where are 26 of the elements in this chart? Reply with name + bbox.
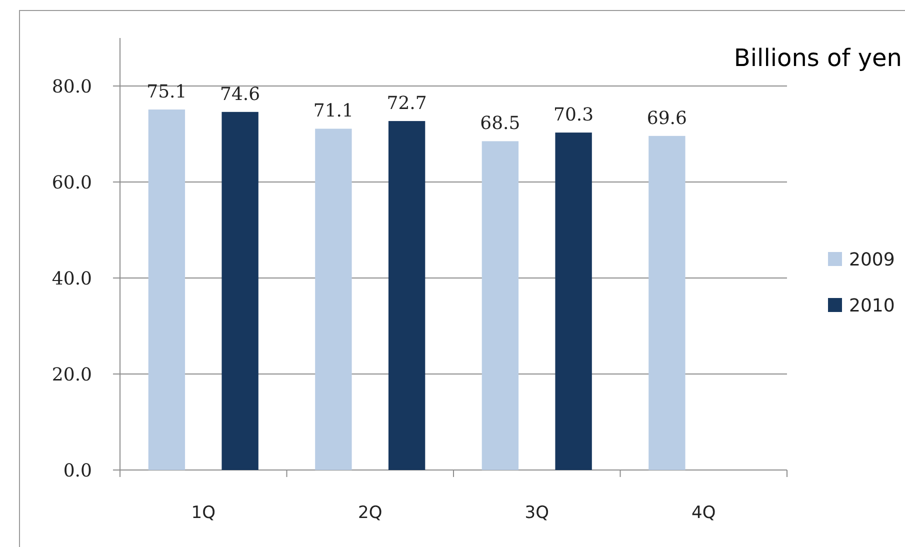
data-label: 74.6: [220, 84, 260, 105]
data-label: 72.7: [386, 93, 427, 114]
data-label: 75.1: [146, 82, 187, 103]
data-label: 71.1: [313, 100, 354, 122]
legend-label: 2009: [849, 249, 895, 270]
x-tick-label: 3Q: [524, 502, 549, 523]
bar: [555, 132, 592, 470]
y-axis-title: Billions of yen: [734, 44, 902, 72]
data-label: 68.5: [480, 113, 520, 134]
bar: [148, 110, 186, 470]
x-tick-label: 4Q: [692, 502, 716, 523]
x-tick-label: 2Q: [358, 502, 382, 523]
x-tick-label: 1Q: [191, 502, 216, 523]
bar: [648, 136, 686, 470]
bar: [222, 112, 258, 470]
data-label: 69.6: [646, 108, 687, 129]
y-tick-label: 20.0: [52, 364, 92, 386]
legend-label: 2010: [849, 295, 895, 316]
bar: [315, 128, 352, 470]
y-tick-label: 0.0: [63, 460, 92, 482]
y-tick-label: 40.0: [52, 268, 92, 290]
data-label: 70.3: [554, 104, 594, 126]
y-tick-label: 60.0: [52, 172, 92, 194]
bar: [388, 121, 426, 470]
bar: [482, 141, 519, 470]
y-tick-label: 80.0: [52, 76, 92, 98]
